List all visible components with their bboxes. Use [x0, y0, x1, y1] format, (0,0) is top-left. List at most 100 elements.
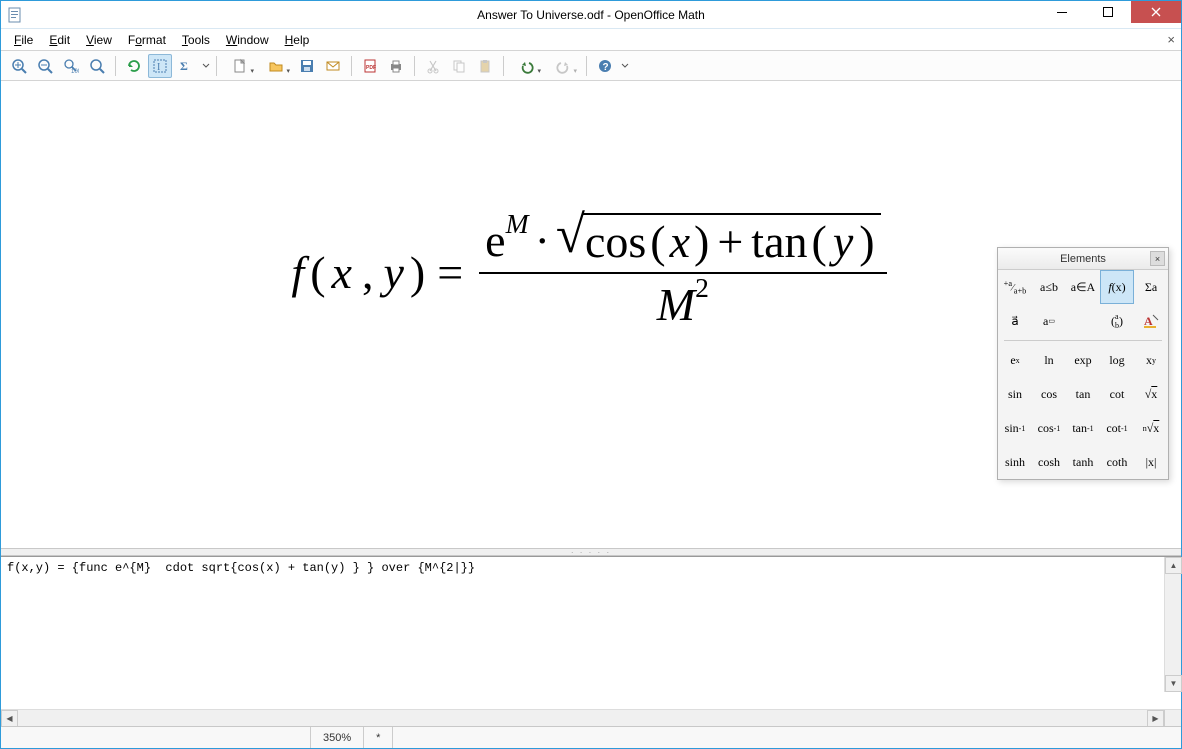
- cut-button[interactable]: [421, 54, 445, 78]
- status-zoom[interactable]: 350%: [311, 727, 364, 748]
- zoom-in-button[interactable]: [7, 54, 31, 78]
- editor-vscroll[interactable]: ▲ ▼: [1164, 557, 1181, 692]
- fn-cosh[interactable]: cosh: [1032, 445, 1066, 479]
- formula-close2: ): [859, 215, 874, 268]
- elements-panel[interactable]: Elements × +a∕a+b a≤b a∈A f(x) Σa a⃗ a▭ …: [997, 247, 1169, 480]
- toolbar-overflow-2[interactable]: [619, 54, 631, 78]
- formula-cdot: ·: [535, 214, 550, 267]
- copy-button[interactable]: [447, 54, 471, 78]
- auto-update-button[interactable]: I: [148, 54, 172, 78]
- status-spacer: [1, 727, 311, 748]
- fraction-line: [479, 272, 886, 274]
- scroll-left-icon[interactable]: ◀: [1, 710, 18, 727]
- cat-formats[interactable]: A: [1134, 304, 1168, 338]
- zoom-out-button[interactable]: [33, 54, 57, 78]
- fn-cos[interactable]: cos: [1032, 377, 1066, 411]
- fn-nroot[interactable]: n√x: [1134, 411, 1168, 445]
- fn-acos[interactable]: cos-1: [1032, 411, 1066, 445]
- fn-ex[interactable]: ex: [998, 343, 1032, 377]
- window-controls: [1039, 1, 1181, 28]
- fn-sin[interactable]: sin: [998, 377, 1032, 411]
- print-button[interactable]: [384, 54, 408, 78]
- toolbar-sep: [503, 56, 504, 76]
- cat-functions[interactable]: f(x): [1100, 270, 1134, 304]
- open-button[interactable]: [259, 54, 293, 78]
- vscroll-track[interactable]: [1165, 574, 1181, 675]
- zoom-fit-button[interactable]: [85, 54, 109, 78]
- zoom-100-button[interactable]: 100: [59, 54, 83, 78]
- toolbar-export-group: PDF: [356, 54, 410, 78]
- doc-close-icon[interactable]: ×: [1167, 32, 1175, 47]
- cat-operators[interactable]: Σa: [1134, 270, 1168, 304]
- fn-exp[interactable]: exp: [1066, 343, 1100, 377]
- undo-button[interactable]: [510, 54, 544, 78]
- fn-tanh[interactable]: tanh: [1066, 445, 1100, 479]
- cat-others[interactable]: a▭: [1032, 304, 1066, 338]
- save-button[interactable]: [295, 54, 319, 78]
- formula-close-paren: ): [410, 246, 425, 299]
- menu-edit[interactable]: Edit: [42, 31, 77, 49]
- maximize-button[interactable]: [1085, 1, 1131, 23]
- minimize-button[interactable]: [1039, 1, 1085, 23]
- help-button[interactable]: ?: [593, 54, 617, 78]
- cat-unary[interactable]: +a∕a+b: [998, 270, 1032, 304]
- fn-asin[interactable]: sin-1: [998, 411, 1032, 445]
- svg-text:A: A: [1144, 314, 1153, 328]
- close-button[interactable]: [1131, 1, 1181, 23]
- editor-hscroll[interactable]: ◀ ▶: [1, 709, 1181, 726]
- pdf-button[interactable]: PDF: [358, 54, 382, 78]
- formula-cursor-button[interactable]: Σ: [174, 54, 198, 78]
- fn-sinh[interactable]: sinh: [998, 445, 1032, 479]
- fn-sqrt[interactable]: √x: [1134, 377, 1168, 411]
- fn-atan[interactable]: tan-1: [1066, 411, 1100, 445]
- menu-help[interactable]: Help: [278, 31, 317, 49]
- mail-button[interactable]: [321, 54, 345, 78]
- status-modified: *: [364, 727, 393, 748]
- formula-y: y: [383, 246, 403, 299]
- svg-text:100: 100: [71, 69, 79, 74]
- scroll-up-icon[interactable]: ▲: [1165, 557, 1182, 574]
- menu-file[interactable]: File: [7, 31, 40, 49]
- toolbar-update-group: I Σ: [120, 54, 200, 78]
- toolbar: 100 I Σ PDF: [1, 51, 1181, 81]
- scroll-right-icon[interactable]: ▶: [1147, 710, 1164, 727]
- fn-tan[interactable]: tan: [1066, 377, 1100, 411]
- toolbar-undo-group: [508, 54, 582, 78]
- elements-close-button[interactable]: ×: [1150, 251, 1165, 266]
- formula-e: e: [485, 214, 505, 267]
- fn-acot[interactable]: cot-1: [1100, 411, 1134, 445]
- fn-log[interactable]: log: [1100, 343, 1134, 377]
- formula-comma: ,: [362, 246, 374, 299]
- menu-view[interactable]: View: [79, 31, 119, 49]
- formula-cos: cos: [585, 215, 646, 268]
- formula-x: x: [332, 246, 352, 299]
- toolbar-overflow-1[interactable]: [200, 54, 212, 78]
- formula-plus: +: [717, 215, 743, 268]
- menu-window[interactable]: Window: [219, 31, 276, 49]
- new-button[interactable]: [223, 54, 257, 78]
- splitter[interactable]: · · · · ·: [1, 548, 1181, 556]
- hscroll-track[interactable]: [18, 710, 1147, 727]
- elements-divider: [1004, 340, 1162, 341]
- elements-categories: +a∕a+b a≤b a∈A f(x) Σa a⃗ a▭ (ab) A ex l…: [998, 270, 1168, 479]
- menu-format[interactable]: Format: [121, 31, 173, 49]
- fn-coth[interactable]: coth: [1100, 445, 1134, 479]
- cat-attributes[interactable]: a⃗: [998, 304, 1032, 338]
- fn-ln[interactable]: ln: [1032, 343, 1066, 377]
- cat-empty: [1066, 304, 1100, 338]
- formula-editor[interactable]: [1, 557, 1181, 709]
- fn-cot[interactable]: cot: [1100, 377, 1134, 411]
- window-title: Answer To Universe.odf - OpenOffice Math: [1, 8, 1181, 22]
- fn-xy[interactable]: xy: [1134, 343, 1168, 377]
- elements-title[interactable]: Elements ×: [998, 248, 1168, 270]
- formula-tan: tan: [751, 215, 807, 268]
- paste-button[interactable]: [473, 54, 497, 78]
- refresh-button[interactable]: [122, 54, 146, 78]
- redo-button[interactable]: [546, 54, 580, 78]
- cat-relations[interactable]: a≤b: [1032, 270, 1066, 304]
- scroll-down-icon[interactable]: ▼: [1165, 675, 1182, 692]
- menu-tools[interactable]: Tools: [175, 31, 217, 49]
- cat-setops[interactable]: a∈A: [1066, 270, 1100, 304]
- fn-abs[interactable]: |x|: [1134, 445, 1168, 479]
- cat-brackets[interactable]: (ab): [1100, 304, 1134, 338]
